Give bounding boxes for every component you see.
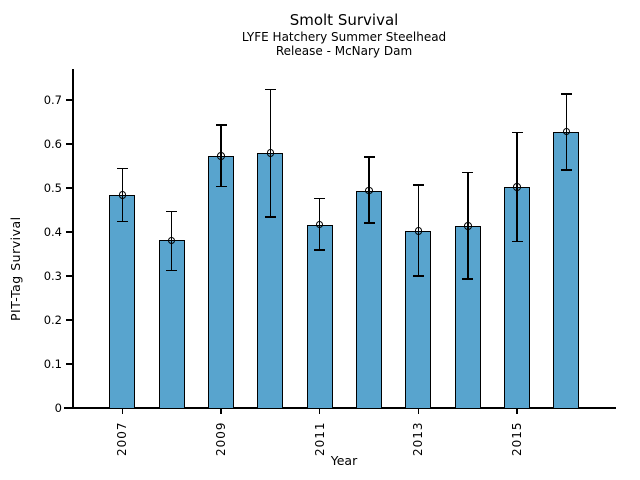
y-tick (65, 143, 72, 145)
point-marker-2015 (513, 183, 521, 191)
y-tick (65, 407, 72, 409)
point-marker-2013 (414, 227, 423, 235)
y-tick-label: 0.4 (43, 224, 62, 239)
x-tick (318, 409, 321, 414)
error-cap-bottom-2011 (314, 249, 326, 251)
point-marker-2008 (167, 236, 176, 245)
y-tick-label: 0.1 (43, 356, 62, 371)
x-tick-label: 2011 (312, 421, 327, 456)
bar-2012 (356, 190, 383, 409)
bar-2011 (306, 224, 333, 409)
point-marker-2009 (217, 152, 225, 160)
point-marker-2014 (463, 222, 472, 230)
error-cap-bottom-2015 (511, 240, 523, 243)
error-cap-top-2014 (462, 171, 474, 174)
error-cap-top-2016 (560, 93, 572, 95)
y-tick-label: 0 (54, 400, 62, 415)
error-cap-bottom-2008 (166, 269, 178, 272)
bar-2016 (553, 131, 580, 409)
error-cap-top-2011 (314, 197, 326, 200)
y-tick (65, 187, 72, 189)
error-cap-top-2007 (116, 167, 128, 170)
y-axis-title: PIT-Tag Survival (8, 216, 23, 321)
chart-title: Smolt Survival (289, 11, 399, 29)
y-tick (65, 363, 72, 365)
error-cap-bottom-2013 (412, 275, 424, 277)
error-cap-top-2010 (264, 88, 276, 91)
y-tick-label: 0.2 (43, 312, 62, 327)
x-tick-label: 2015 (510, 421, 525, 456)
y-axis-spine (71, 69, 74, 409)
chart-subtitle-line1: LYFE Hatchery Summer Steelhead (241, 30, 447, 44)
bar-2009 (208, 155, 234, 409)
x-tick (121, 409, 124, 414)
error-cap-top-2013 (412, 184, 424, 186)
x-tick-label: 2009 (214, 421, 228, 456)
x-tick-label: 2013 (411, 421, 426, 456)
y-tick-label: 0.3 (43, 268, 62, 283)
error-cap-top-2012 (363, 156, 375, 158)
point-marker-2016 (562, 127, 571, 136)
y-tick (65, 319, 72, 321)
y-tick-label: 0.6 (43, 136, 62, 151)
x-tick (220, 409, 222, 414)
y-tick (65, 231, 72, 233)
y-tick (65, 275, 72, 277)
error-cap-top-2008 (166, 210, 178, 213)
error-cap-bottom-2014 (462, 278, 474, 280)
error-cap-bottom-2016 (560, 169, 572, 171)
bar-2007 (109, 195, 136, 409)
chart-subtitle-line2: Release - McNary Dam (275, 44, 413, 58)
error-cap-bottom-2010 (264, 216, 276, 218)
error-cap-top-2015 (511, 131, 523, 134)
x-tick (417, 409, 420, 414)
y-tick-label: 0.7 (43, 92, 62, 107)
point-marker-2010 (266, 149, 275, 158)
error-cap-bottom-2007 (116, 220, 128, 223)
y-tick (65, 99, 72, 101)
point-marker-2012 (365, 186, 373, 195)
bar-2008 (158, 240, 185, 409)
x-tick (516, 409, 518, 414)
x-axis-title: Year (330, 453, 358, 468)
error-cap-bottom-2012 (363, 222, 375, 224)
x-axis-spine (64, 407, 616, 409)
point-marker-2007 (118, 191, 127, 199)
x-tick-label: 2007 (115, 421, 130, 456)
error-cap-bottom-2009 (215, 185, 227, 188)
y-tick-label: 0.5 (43, 180, 62, 195)
error-cap-top-2009 (215, 124, 227, 126)
